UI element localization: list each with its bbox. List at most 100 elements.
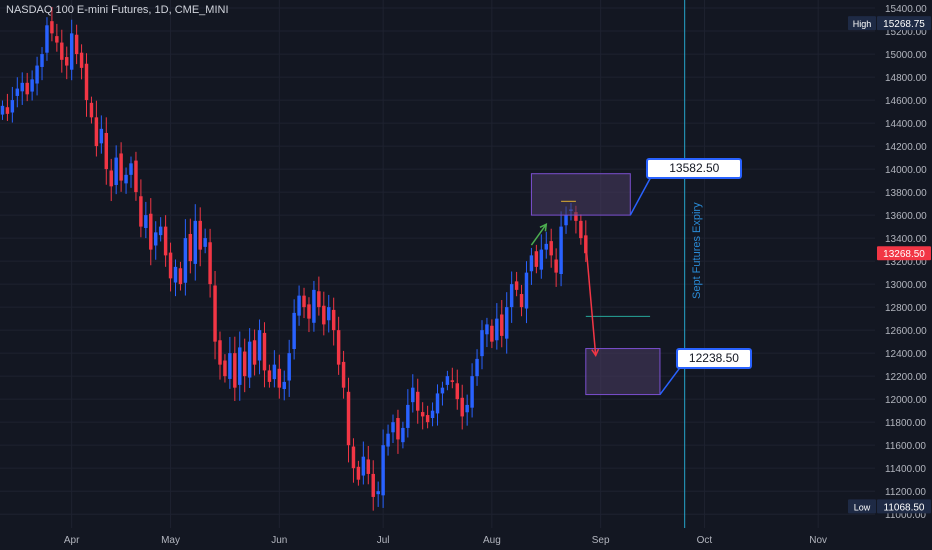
high-tag-label: High <box>853 19 872 29</box>
annotation-label-lower[interactable]: 12238.50 <box>675 347 752 369</box>
time-tick-label: Aug <box>483 535 501 546</box>
candle-body <box>60 42 64 60</box>
candle-body <box>45 25 49 53</box>
candle-body <box>554 259 558 273</box>
candle-body <box>84 63 89 101</box>
price-axis-marks: High 15268.75 Low 11068.50 13268.50 <box>848 16 931 514</box>
candle-body <box>574 212 578 221</box>
candle-body <box>361 456 366 476</box>
candle-body <box>524 272 529 309</box>
time-tick-label: Jul <box>377 535 390 546</box>
candle-body <box>208 242 212 285</box>
candle-body <box>406 404 410 428</box>
price-tick-label: 11000.00 <box>885 510 926 521</box>
candle-body <box>307 304 311 319</box>
candle-body <box>514 281 519 290</box>
candle-body <box>203 238 207 247</box>
candles-layer <box>0 7 588 511</box>
low-value-box <box>877 499 931 514</box>
candle-body <box>564 215 568 226</box>
candle-body <box>509 284 514 308</box>
candle-body <box>94 117 99 147</box>
candle-body <box>292 312 296 350</box>
candle-body <box>480 330 484 357</box>
high-value: 15268.75 <box>883 19 925 30</box>
candle-body <box>415 391 420 411</box>
target-zone <box>530 173 631 216</box>
time-tick-label: Sep <box>592 535 610 546</box>
candle-body <box>411 387 415 403</box>
candle-body <box>302 295 306 308</box>
candle-body <box>504 307 509 339</box>
candle-body <box>381 445 385 496</box>
candle-body <box>15 88 20 96</box>
price-tick-label: 13400.00 <box>885 234 927 245</box>
candle-body <box>356 466 361 480</box>
candle-body <box>539 249 544 270</box>
candle-body <box>327 307 331 321</box>
price-tick-label: 15000.00 <box>885 50 927 61</box>
candle-body <box>559 226 563 275</box>
candle-body <box>89 102 94 118</box>
candle-body <box>341 361 346 388</box>
candle-body <box>55 36 59 43</box>
candle-body <box>183 238 188 283</box>
candle-body <box>317 291 321 308</box>
high-value-box <box>877 16 931 31</box>
candle-body <box>69 33 74 70</box>
candle-body <box>272 364 277 380</box>
price-tick-label: 13800.00 <box>885 188 927 199</box>
candle-body <box>5 107 10 114</box>
candle-body <box>0 105 5 115</box>
candle-body <box>297 295 301 316</box>
low-tag-label: Low <box>854 502 871 512</box>
candle-body <box>485 324 489 335</box>
time-axis: Apr May Jun Jul Aug Sep Oct Nov <box>64 535 827 546</box>
candle-body <box>74 34 79 55</box>
candle-body <box>228 353 232 379</box>
price-axis: 11000.00 11200.00 11400.00 11600.00 11800.00… <box>885 4 927 521</box>
candle-body <box>440 387 445 394</box>
candle-body <box>198 220 202 250</box>
time-axis-bg[interactable] <box>0 528 875 550</box>
candle-body <box>10 100 15 113</box>
price-axis-bg[interactable] <box>875 0 932 528</box>
candle-body <box>579 220 583 239</box>
candle-body <box>242 351 247 377</box>
candle-body <box>519 294 524 308</box>
candle-body <box>40 54 44 67</box>
candle-body <box>490 325 494 342</box>
price-tick-label: 14400.00 <box>885 119 927 130</box>
candle-body <box>114 157 118 185</box>
candle-body <box>331 309 336 331</box>
candle-body <box>124 174 128 184</box>
candle-body <box>238 347 242 385</box>
candle-body <box>534 251 539 267</box>
candle-body <box>134 160 138 193</box>
candle-body <box>425 415 430 423</box>
candle-body <box>420 412 425 417</box>
candle-body <box>544 243 548 250</box>
candle-body <box>153 232 158 246</box>
candle-body <box>401 427 405 443</box>
candle-body <box>470 376 474 408</box>
candle-body <box>65 57 69 66</box>
candle-body <box>376 491 380 495</box>
candle-body <box>336 330 341 365</box>
target-zone <box>585 348 661 396</box>
candle-body <box>104 132 109 170</box>
price-tick-label: 12200.00 <box>885 372 927 383</box>
time-tick-label: Oct <box>697 535 713 546</box>
candle-body <box>193 220 197 264</box>
price-tick-label: 11800.00 <box>885 418 926 429</box>
annotation-label-upper[interactable]: 13582.50 <box>646 158 743 180</box>
candle-body <box>386 433 390 447</box>
arrow-head <box>539 223 548 232</box>
time-tick-label: May <box>161 535 180 546</box>
candle-body <box>549 241 553 256</box>
candle-body <box>213 285 217 342</box>
candle-body <box>396 418 400 440</box>
low-value: 11068.50 <box>884 502 925 513</box>
candle-body <box>495 318 499 341</box>
